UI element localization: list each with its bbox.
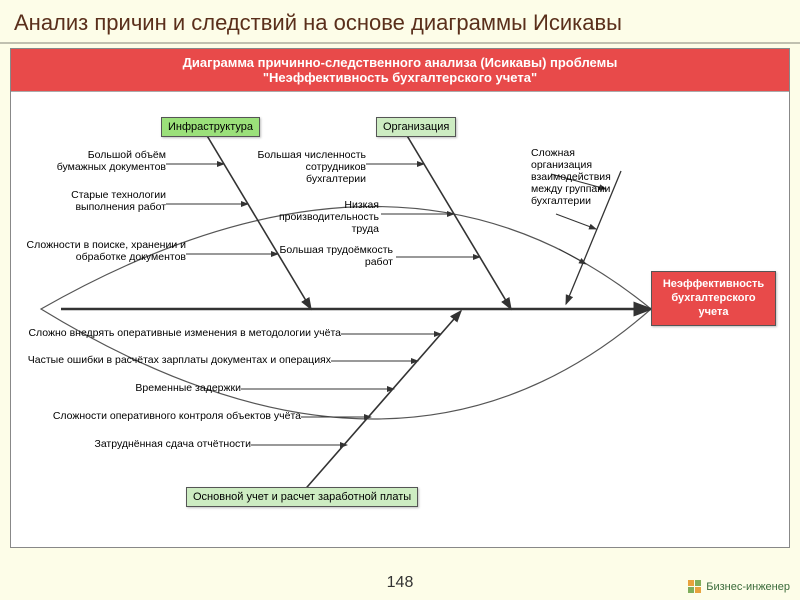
effect-line3: учета <box>656 306 771 320</box>
header-line1: Диаграмма причинно-следственного анализа… <box>15 55 785 70</box>
logo-text: Бизнес-инженер <box>706 581 790 593</box>
diagram-frame: Диаграмма причинно-следственного анализа… <box>10 48 790 548</box>
cause-c11: Сложности оперативного контроля объектов… <box>41 410 301 422</box>
fishbone-canvas: Инфраструктура Организация Основной учет… <box>11 99 791 549</box>
bone-org <box>406 134 511 309</box>
cause-c4: Большая численностьсотрудников бухгалтер… <box>246 149 366 185</box>
diagram-header: Диаграмма причинно-следственного анализа… <box>11 49 789 92</box>
cause-c7: Сложнаяорганизациявзаимодействиямежду гр… <box>531 147 641 207</box>
cause-c8: Сложно внедрять оперативные изменения в … <box>26 327 341 339</box>
category-payroll: Основной учет и расчет заработной платы <box>186 487 418 507</box>
cause-c10: Временные задержки <box>111 382 241 394</box>
category-infra: Инфраструктура <box>161 117 260 137</box>
logo: Бизнес-инженер <box>688 580 790 594</box>
category-org: Организация <box>376 117 456 137</box>
rib-c7c <box>559 249 586 264</box>
cause-c3: Сложности в поиске, хранении иобработке … <box>26 239 186 263</box>
effect-box: Неэффективность бухгалтерского учета <box>651 271 776 326</box>
cause-c9: Частые ошибки в расчётах зарплаты докуме… <box>26 354 331 366</box>
cause-c1: Большой объёмбумажных документов <box>46 149 166 173</box>
effect-line1: Неэффективность <box>656 278 771 292</box>
header-line2: "Неэффективность бухгалтерского учета" <box>15 70 785 85</box>
cause-c2: Старые технологиивыполнения работ <box>46 189 166 213</box>
cause-c5: Низкаяпроизводительность труда <box>259 199 379 235</box>
page-title: Анализ причин и следствий на основе диаг… <box>0 0 800 44</box>
logo-icon <box>688 580 702 594</box>
effect-line2: бухгалтерского <box>656 292 771 306</box>
rib-c7b <box>556 214 596 229</box>
cause-c12: Затруднённая сдача отчётности <box>71 438 251 450</box>
cause-c6: Большая трудоёмкостьработ <box>273 244 393 268</box>
page-number: 148 <box>387 574 414 592</box>
